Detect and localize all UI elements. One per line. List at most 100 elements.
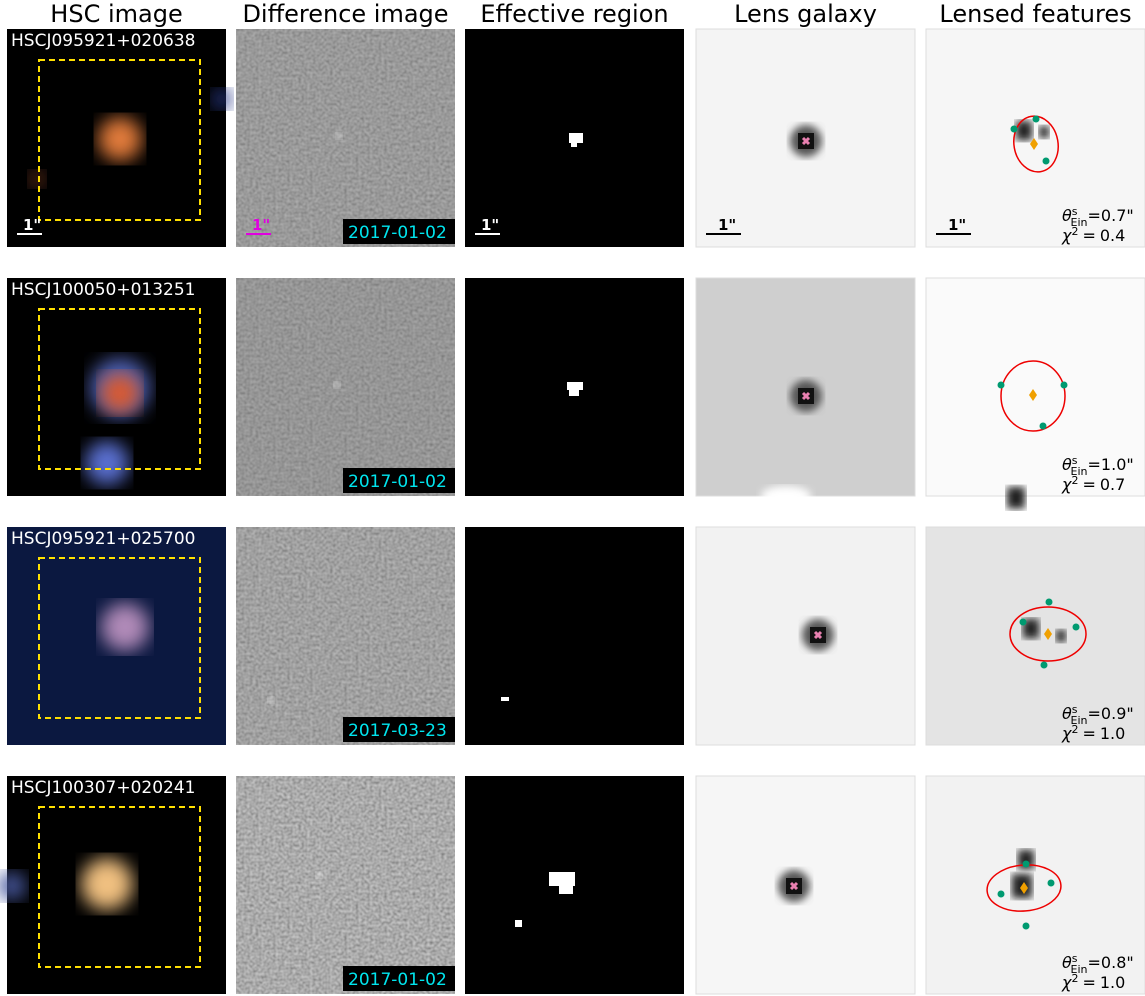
chi-sup: 2 [1071, 723, 1078, 736]
equals: = [1088, 455, 1101, 474]
lens-center [803, 138, 809, 144]
source [85, 441, 129, 485]
effective-region [465, 776, 684, 994]
feature [1056, 630, 1066, 642]
chi: χ [1061, 973, 1072, 992]
galaxy [101, 603, 149, 651]
chi-sup: 2 [1071, 474, 1078, 487]
column-header: Difference image [242, 0, 448, 28]
feature [1039, 126, 1049, 138]
image-point [1041, 662, 1048, 669]
tone [236, 29, 455, 247]
object-id: HSCJ100050+013251 [11, 280, 196, 300]
image-point [998, 891, 1005, 898]
chi-sup: 2 [1071, 972, 1078, 985]
galaxy [81, 858, 133, 910]
scale-label: 1" [948, 216, 966, 234]
object-id: HSCJ095921+020638 [11, 31, 196, 51]
source [212, 89, 232, 109]
region [559, 884, 573, 894]
difference-image: 2017-01-02 [236, 278, 455, 496]
date: 2017-03-23 [348, 721, 447, 741]
einstein-radius: 0.8" [1101, 953, 1134, 972]
equals: = [1082, 724, 1095, 743]
chi2: 1.0 [1100, 724, 1125, 743]
hsc-image: HSCJ100307+020241 [0, 776, 226, 994]
image-point [1073, 624, 1080, 631]
source [29, 171, 45, 187]
equals: = [1082, 475, 1095, 494]
chi2-label: χ2=0.4 [1061, 225, 1125, 245]
lens-galaxy [696, 278, 915, 506]
image-point [1033, 116, 1040, 123]
image-point [1061, 382, 1068, 389]
image-point [1011, 126, 1018, 133]
chi2-label: χ2 = 1.0 [1061, 723, 1125, 743]
equals: = [1088, 206, 1101, 225]
lens-center [815, 632, 821, 638]
image-point [1023, 861, 1030, 868]
column-header: Lens galaxy [734, 0, 877, 28]
chi2: 0.7 [1100, 475, 1125, 494]
region [501, 697, 509, 701]
galaxy [98, 117, 142, 161]
object-id: HSCJ095921+025700 [11, 529, 196, 549]
region [571, 141, 577, 147]
lens-galaxy [696, 29, 915, 247]
equals: = [1082, 973, 1095, 992]
scale-label: 1" [481, 216, 499, 234]
region [569, 388, 579, 396]
chi: χ [1061, 724, 1072, 743]
difference-image: 2017-01-02 [236, 776, 455, 994]
column-header: Lensed features [939, 0, 1131, 28]
image-bg [465, 527, 684, 745]
image-point [1040, 423, 1047, 430]
residual [334, 382, 340, 388]
lens-center [803, 393, 809, 399]
chi2: 1.0 [1100, 973, 1125, 992]
einstein-radius: 1.0" [1101, 455, 1134, 474]
galaxy [100, 373, 140, 413]
image-point [1046, 599, 1053, 606]
einstein-radius: 0.9" [1101, 704, 1134, 723]
column-header: HSC image [50, 0, 182, 28]
chi2-label: χ2 = 0.7 [1061, 474, 1125, 494]
chi: χ [1061, 475, 1072, 494]
figure: HSC image Difference image Effective regio… [0, 0, 1145, 996]
einstein-radius: 0.7" [1101, 206, 1134, 225]
column-header: Effective region [480, 0, 668, 28]
date: 2017-01-02 [348, 970, 447, 990]
hsc-image: HSCJ095921+025700 [7, 527, 226, 745]
lens-galaxy [696, 776, 915, 994]
image-point [1023, 923, 1030, 930]
image-point [998, 382, 1005, 389]
scale-label: 1" [23, 216, 41, 234]
lens-galaxy [696, 527, 915, 745]
image-point [1043, 158, 1050, 165]
object-id: HSCJ100307+020241 [11, 778, 196, 798]
lens-center [791, 883, 797, 889]
chi2: 0.4 [1100, 226, 1125, 245]
region [515, 920, 522, 927]
chi-sup: 2 [1071, 225, 1078, 238]
tone [236, 776, 455, 994]
scale-label: 1" [252, 216, 270, 234]
effective-region [465, 278, 684, 496]
effective-region [465, 29, 684, 247]
hsc-image: HSCJ100050+013251 [7, 278, 226, 496]
effective-region [465, 527, 684, 745]
feature [1007, 487, 1025, 509]
equals: = [1088, 953, 1101, 972]
image-point [1020, 619, 1027, 626]
hsc-image: HSCJ095921+020638 [7, 29, 232, 247]
equals: = [1088, 704, 1101, 723]
scale-label: 1" [718, 216, 736, 234]
feature [1016, 121, 1032, 140]
difference-image: 2017-03-23 [236, 527, 455, 745]
chi: χ [1061, 226, 1072, 245]
difference-image: 2017-01-02 [236, 29, 455, 247]
date: 2017-01-02 [348, 472, 447, 492]
